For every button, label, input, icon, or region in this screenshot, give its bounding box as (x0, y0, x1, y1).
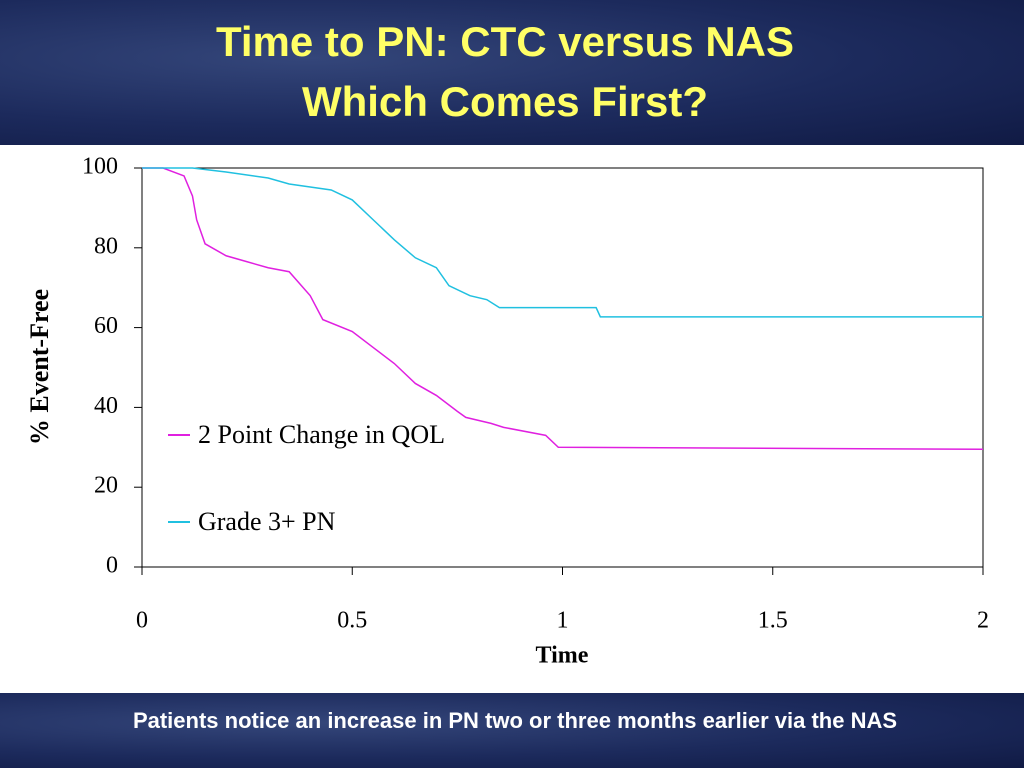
x-tick-label: 0 (136, 608, 148, 634)
x-tick-label: 0.5 (337, 608, 367, 634)
y-axis-label: % Event-Free (25, 289, 54, 445)
legend-entry: Grade 3+ PN (168, 503, 468, 541)
legend-label: Grade 3+ PN (198, 507, 336, 536)
y-tick-label: 100 (82, 154, 118, 180)
chart: Time % Event-Free 0 20 40 60 80 100 0 0.5 1 1.5 2 (25, 154, 989, 669)
legend-label: 2 Point Change in QOL (198, 420, 445, 449)
y-tick-label: 40 (94, 393, 118, 419)
y-tick-label: 60 (94, 313, 118, 339)
slide-title: Which Comes First? (301, 78, 709, 125)
y-tick-label: 80 (94, 233, 118, 259)
legend-entry: 2 Point Change in QOL (168, 416, 468, 454)
slide-title: Time to PN: CTC versus NAS (215, 18, 794, 65)
footer-band (0, 693, 1024, 768)
series-line (142, 167, 983, 318)
footer-text: Patients notice an increase in PN two or… (132, 708, 898, 733)
legend-swatch (168, 434, 190, 436)
y-tick-label: 20 (94, 473, 118, 499)
x-tick-label: 1.5 (758, 608, 788, 634)
legend-swatch (168, 521, 190, 523)
x-tick-label: 2 (977, 608, 989, 634)
header-band (0, 0, 1024, 145)
x-tick-label: 1 (557, 608, 569, 634)
series-line (142, 167, 984, 451)
x-axis-label: Time (536, 643, 589, 669)
y-tick-label: 0 (106, 553, 118, 579)
